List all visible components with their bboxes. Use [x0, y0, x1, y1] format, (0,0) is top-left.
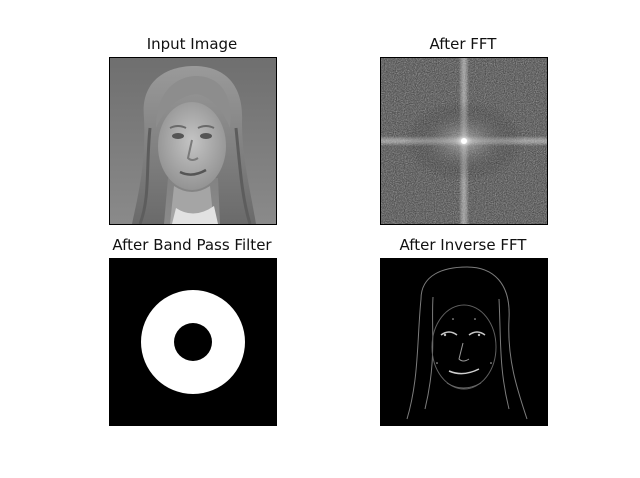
edge-face-icon	[381, 259, 547, 425]
input-image-frame	[109, 57, 277, 225]
bandpass-frame	[109, 258, 277, 426]
inverse-fft-frame	[380, 258, 548, 426]
panel-title-fft: After FFT	[429, 35, 497, 53]
panel-bandpass	[109, 258, 277, 426]
panel-input-image	[109, 57, 277, 225]
panel-fft	[380, 57, 548, 225]
mask-inner-hole	[174, 323, 212, 361]
panel-title-inverse-fft: After Inverse FFT	[399, 236, 527, 254]
ring-mask-icon	[110, 259, 276, 425]
panel-title-bandpass: After Band Pass Filter	[112, 236, 272, 254]
face-photo-icon	[110, 58, 276, 224]
fft-spectrum-icon	[381, 58, 547, 224]
panel-inverse-fft	[380, 258, 548, 426]
panel-title-input: Input Image	[146, 35, 238, 53]
fft-frame	[380, 57, 548, 225]
